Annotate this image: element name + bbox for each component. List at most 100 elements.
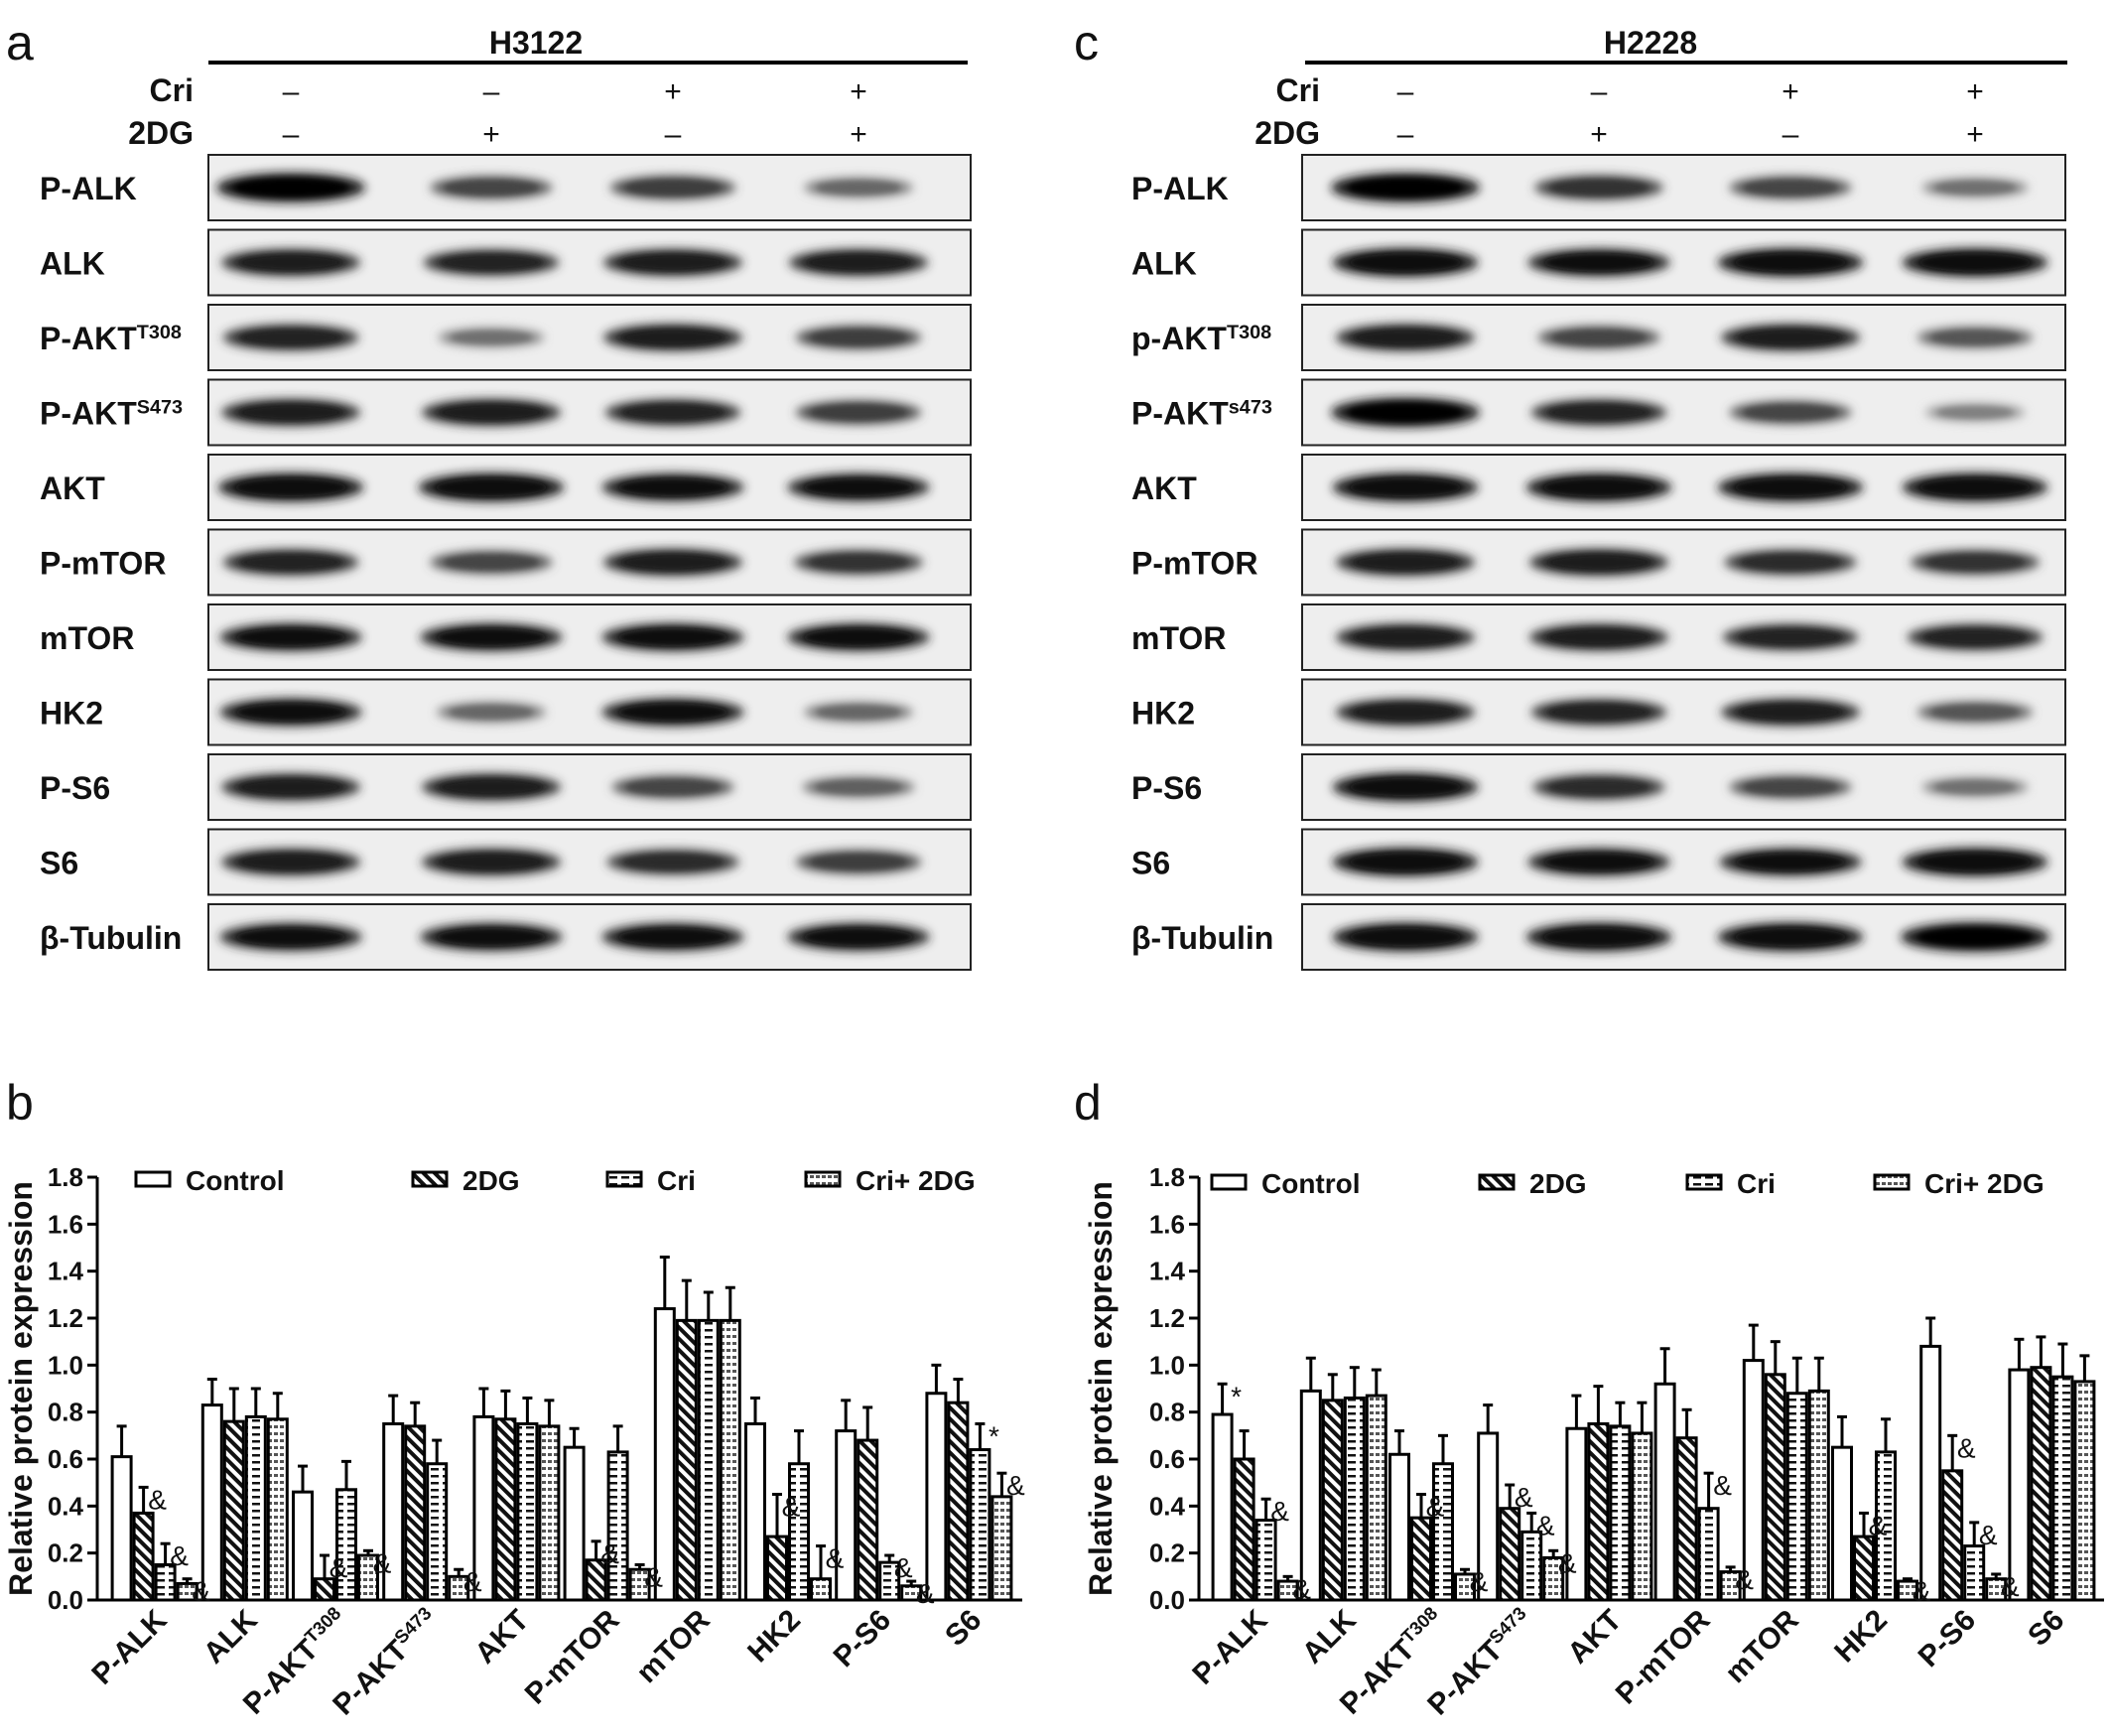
blot-band-core: [1734, 477, 1847, 497]
bar: [719, 1318, 741, 1602]
bar: [947, 1401, 970, 1602]
bar: [1609, 1424, 1632, 1602]
blot-band-core: [1543, 853, 1654, 871]
x-tick-label-main: AKT: [468, 1604, 535, 1670]
blot-label-main: HK2: [40, 696, 103, 732]
x-tick-label: HK2: [1828, 1604, 1894, 1669]
blot-band-core: [1917, 927, 2033, 947]
blot-label-main: ALK: [40, 246, 105, 282]
treatment-sign: +: [850, 75, 867, 108]
blot-band-core: [438, 778, 545, 796]
bar: [244, 1414, 267, 1602]
bar: [563, 1445, 586, 1602]
blot-band-core: [237, 403, 344, 422]
blot-label-main: β-Tubulin: [40, 920, 182, 956]
blot-label: P-mTOR: [40, 546, 166, 582]
y-tick-label: 1.8: [1149, 1162, 1185, 1192]
significance-mark: &: [170, 1540, 189, 1571]
blot-band-core: [1918, 853, 2032, 871]
legend-swatch: [804, 1170, 842, 1188]
blot-band-core: [810, 404, 907, 421]
blot-label-sup: T308: [137, 322, 182, 343]
legend-swatch: [605, 1170, 643, 1188]
y-tick-label: 1.2: [48, 1303, 83, 1333]
blot-label-main: HK2: [1131, 696, 1195, 732]
bar: [697, 1318, 720, 1602]
blot-band-core: [1546, 704, 1651, 721]
blot-band-core: [444, 180, 539, 196]
blot-label: HK2: [1131, 696, 1195, 732]
significance-mark: &: [1957, 1432, 1976, 1463]
bar: [1631, 1431, 1653, 1602]
panel-letter-c: c: [1074, 15, 1099, 70]
blot-band-core: [621, 854, 725, 870]
blot-band-core: [1551, 330, 1647, 345]
x-tick-label-sup: S473: [390, 1603, 436, 1649]
legend-swatch: [1873, 1173, 1911, 1191]
blot-band-core: [238, 554, 343, 571]
legend-label: Cri: [657, 1165, 696, 1196]
treatment-sign: –: [283, 118, 300, 151]
bar: [538, 1424, 561, 1602]
x-tick-label-sup: S473: [1485, 1603, 1530, 1649]
blot-band-core: [816, 706, 901, 719]
x-tick-label: mTOR: [1719, 1603, 1805, 1689]
x-tick-label: S6: [2022, 1604, 2070, 1653]
blot-band-core: [620, 404, 726, 421]
bar: [494, 1417, 517, 1602]
significance-mark: &: [463, 1566, 482, 1597]
treatment-sign: –: [1782, 118, 1799, 151]
blot-band-core: [1737, 703, 1844, 722]
blot-band-core: [810, 854, 907, 870]
x-tick-label: S6: [939, 1604, 988, 1653]
bar: [810, 1577, 832, 1602]
blot-label: P-mTOR: [1131, 546, 1257, 582]
treatment-sign: +: [664, 75, 682, 108]
blot-band-core: [1545, 628, 1652, 646]
blot-band-core: [617, 703, 728, 722]
blot-band-core: [438, 403, 545, 422]
blot-label: P-S6: [40, 770, 110, 806]
bar: [1254, 1519, 1277, 1602]
legend-label: 2DG: [1529, 1168, 1587, 1199]
bar: [744, 1422, 766, 1602]
blot-band-core: [1349, 253, 1462, 272]
blot-band-core: [1743, 180, 1838, 196]
treatment-label: 2DG: [128, 115, 194, 151]
blot-band-core: [619, 329, 726, 346]
blot-band-core: [803, 478, 914, 496]
y-tick-label: 0.0: [1149, 1585, 1185, 1615]
blot-label: β-Tubulin: [1131, 920, 1273, 956]
treatment-label: 2DG: [1254, 115, 1320, 151]
bar: [969, 1448, 991, 1602]
significance-mark: &: [1292, 1573, 1311, 1604]
blot-band-core: [1545, 553, 1652, 572]
bar: [1321, 1399, 1344, 1602]
y-axis-label: Relative protein expression: [3, 1181, 39, 1596]
blot-label: mTOR: [40, 620, 134, 656]
y-tick-label: 0.8: [1149, 1398, 1185, 1427]
treatment-sign: –: [1397, 118, 1414, 151]
x-tick-label-main: P-AKT: [1334, 1634, 1421, 1721]
blot-label: P-AKTT308: [40, 321, 182, 356]
bar: [1520, 1530, 1543, 1602]
blot-band-core: [803, 928, 914, 946]
bar: [1697, 1507, 1720, 1602]
blot-band-core: [624, 180, 722, 196]
x-tick-label-main: mTOR: [630, 1603, 717, 1689]
blot-band-core: [234, 477, 347, 497]
y-tick-label: 1.6: [1149, 1209, 1185, 1239]
x-tick-label-main: P-S6: [828, 1604, 898, 1674]
blot-label-main: P-S6: [1131, 770, 1202, 806]
blot-label-main: AKT: [40, 470, 105, 506]
blot-label: ALK: [1131, 246, 1197, 282]
blot-label-sup: T308: [1227, 322, 1271, 343]
x-tick-label-main: HK2: [741, 1604, 807, 1669]
blot-band-core: [816, 181, 901, 195]
bar: [292, 1490, 314, 1602]
x-tick-label: P-S6: [1913, 1604, 1983, 1674]
blot-band-core: [1936, 406, 2014, 419]
blot-band-core: [805, 253, 912, 272]
x-tick-label: ALK: [1296, 1603, 1363, 1669]
